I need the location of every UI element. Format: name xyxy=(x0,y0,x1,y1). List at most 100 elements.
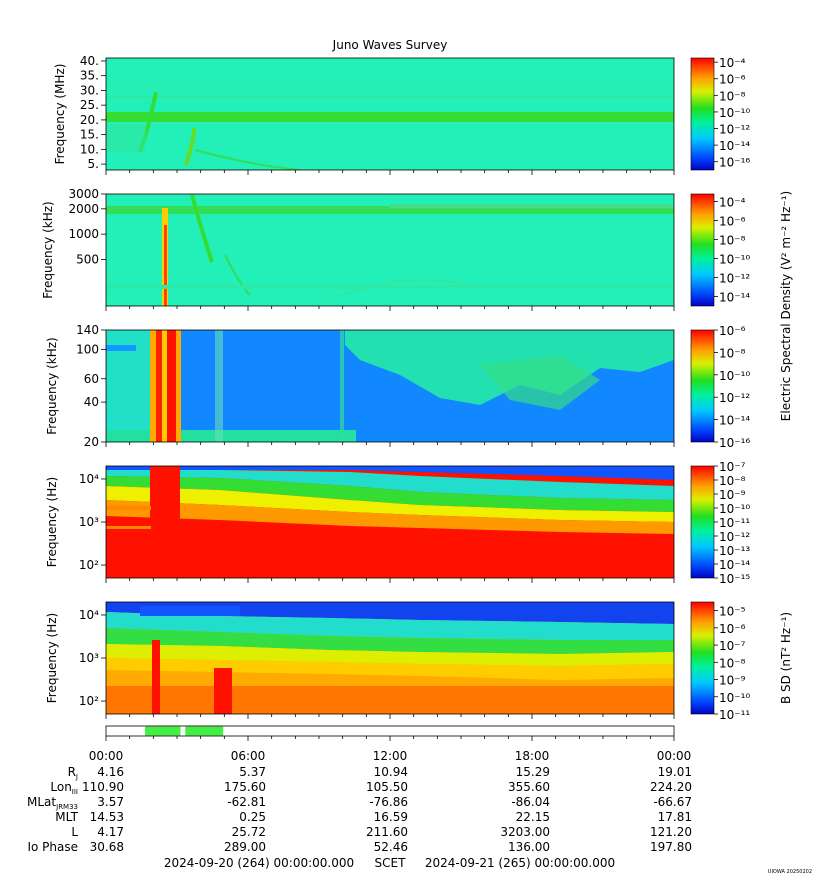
ephemeris-value: -66.67 xyxy=(653,795,692,809)
ytick-label: 35. xyxy=(80,69,99,83)
ephemeris-row-label: LonIII xyxy=(50,780,78,796)
ytick-label: 5. xyxy=(88,157,99,171)
xtick-label: 18:00 xyxy=(515,749,550,763)
ephemeris-value: 3.57 xyxy=(97,795,124,809)
ytick-label: 15. xyxy=(80,128,99,142)
colorbar-tick-label: 10⁻¹¹ xyxy=(719,516,750,530)
colorbar-tick-label: 10⁻¹⁰ xyxy=(719,106,750,120)
ephemeris-row-label: Io Phase xyxy=(27,840,78,854)
panel-5-spectrogram xyxy=(106,602,674,714)
ephemeris-value: 110.90 xyxy=(82,780,124,794)
panel-5-colorbar xyxy=(690,601,715,715)
timeline-bar xyxy=(105,725,675,741)
ytick-label: 10. xyxy=(80,142,99,156)
ephemeris-value: 22.15 xyxy=(516,810,550,824)
ephemeris-row-label: MLatJRM33 xyxy=(27,795,78,811)
ytick-label: 40 xyxy=(84,395,99,409)
colorbar-tick-label: 10⁻¹⁰ xyxy=(719,502,750,516)
xtick-label: 12:00 xyxy=(373,749,408,763)
colorbar-tick-label: 10⁻¹² xyxy=(719,530,750,544)
colorbar-tick-label: 10⁻⁸ xyxy=(719,656,746,670)
ephemeris-value: 224.20 xyxy=(650,780,692,794)
panel-5-yticks: 10⁴ 10³ 10² xyxy=(79,608,675,719)
ephemeris-value: 16.59 xyxy=(374,810,408,824)
ytick-label: 10² xyxy=(79,694,99,708)
ephemeris-value: 4.16 xyxy=(97,765,124,779)
panel-1-colorbar-ticks: 10⁻⁴ 10⁻⁶ 10⁻⁸ 10⁻¹⁰ 10⁻¹² 10⁻¹⁴ 10⁻¹⁶ xyxy=(714,56,750,170)
colorbar-tick-label: 10⁻¹² xyxy=(719,391,750,405)
colorbar-tick-label: 10⁻⁷ xyxy=(719,460,746,474)
ephemeris-value: 355.60 xyxy=(508,780,550,794)
panel-2-colorbar-ticks: 10⁻⁴ 10⁻⁶ 10⁻⁸ 10⁻¹⁰ 10⁻¹² 10⁻¹⁴ xyxy=(714,196,750,305)
colorbar-tick-label: 10⁻⁴ xyxy=(719,196,746,210)
ytick-label: 1000 xyxy=(68,227,99,241)
ephemeris-value: 4.17 xyxy=(97,825,124,839)
ytick-label: 100 xyxy=(76,342,99,356)
colorbar-tick-label: 10⁻¹⁴ xyxy=(719,291,750,305)
ephemeris-value: 25.72 xyxy=(232,825,266,839)
ephemeris-value: 175.60 xyxy=(224,780,266,794)
panel-2-colorbar xyxy=(690,193,715,307)
shared-colorbar-label: Electric Spectral Density (V² m⁻² Hz⁻¹) xyxy=(779,191,793,421)
colorbar-tick-label: 10⁻¹⁴ xyxy=(719,414,750,428)
colorbar-tick-label: 10⁻⁵ xyxy=(719,605,746,619)
ephemeris-value: 14.53 xyxy=(90,810,124,824)
colorbar-tick-label: 10⁻¹² xyxy=(719,123,750,137)
colorbar-tick-label: 10⁻¹⁴ xyxy=(719,139,750,153)
colorbar-tick-label: 10⁻¹⁶ xyxy=(719,156,750,170)
colorbar-tick-label: 10⁻¹⁵ xyxy=(719,572,750,586)
ytick-label: 500 xyxy=(76,252,99,266)
timeline-segments xyxy=(105,726,675,741)
ephemeris-value: 211.60 xyxy=(366,825,408,839)
colorbar-tick-label: 10⁻⁹ xyxy=(719,674,746,688)
colorbar-tick-label: 10⁻⁶ xyxy=(719,73,746,87)
colorbar-tick-label: 10⁻¹⁰ xyxy=(719,691,750,705)
panel-3-yticks: 140 100 60 40 20 xyxy=(76,323,675,449)
panel-1-ylabel: Frequency (MHz) xyxy=(53,64,67,165)
timeline-segment xyxy=(185,726,224,736)
colorbar-tick-label: 10⁻⁶ xyxy=(719,622,746,636)
panel-5-colorbar-ticks: 10⁻⁵ 10⁻⁶ 10⁻⁷ 10⁻⁸ 10⁻⁹ 10⁻¹⁰ 10⁻¹¹ xyxy=(714,605,750,722)
panel-3-ylabel: Frequency (kHz) xyxy=(45,337,59,434)
panel-4-yticks: 10⁴ 10³ 10² xyxy=(79,472,675,583)
ephemeris-value: 105.50 xyxy=(366,780,408,794)
ytick-label: 20. xyxy=(80,113,99,127)
scet-label: SCET xyxy=(375,856,407,870)
ephemeris-value: -62.81 xyxy=(227,795,266,809)
colorbar-tick-label: 10⁻⁶ xyxy=(719,324,746,338)
ytick-label: 10⁴ xyxy=(79,472,99,486)
ytick-label: 10⁴ xyxy=(79,608,99,622)
panel-3-colorbar-ticks: 10⁻⁶ 10⁻⁸ 10⁻¹⁰ 10⁻¹² 10⁻¹⁴ 10⁻¹⁶ xyxy=(714,324,750,450)
colorbar-tick-label: 10⁻¹⁰ xyxy=(719,369,750,383)
ytick-label: 140 xyxy=(76,323,99,337)
colorbar-tick-label: 10⁻¹¹ xyxy=(719,708,750,722)
timeline-segment xyxy=(145,726,181,736)
xtick-label: 06:00 xyxy=(231,749,266,763)
ytick-label: 2000 xyxy=(68,202,99,216)
colorbar-tick-label: 10⁻⁸ xyxy=(719,234,746,248)
ephemeris-row-label: L xyxy=(71,825,78,839)
watermark: UIOWA 20250202 xyxy=(768,869,812,875)
ephemeris-value: 5.37 xyxy=(239,765,266,779)
ytick-label: 30. xyxy=(80,83,99,97)
ytick-label: 60 xyxy=(84,372,99,386)
colorbar-tick-label: 10⁻¹⁴ xyxy=(719,558,750,572)
x-axis-ticks: 00:00 06:00 12:00 18:00 00:00 xyxy=(89,749,692,763)
colorbar-tick-label: 10⁻⁷ xyxy=(719,639,746,653)
colorbar-tick-label: 10⁻⁸ xyxy=(719,474,746,488)
xtick-label: 00:00 xyxy=(89,749,124,763)
chart-title: Juno Waves Survey xyxy=(332,38,448,52)
ephemeris-value: 10.94 xyxy=(374,765,408,779)
colorbar-tick-label: 10⁻⁴ xyxy=(719,56,746,70)
ytick-label: 40. xyxy=(80,54,99,68)
ephemeris-value: 121.20 xyxy=(650,825,692,839)
xtick-label: 00:00 xyxy=(657,749,692,763)
panel-3-colorbar xyxy=(690,329,715,443)
colorbar-tick-label: 10⁻¹³ xyxy=(719,544,750,558)
colorbar-tick-label: 10⁻⁹ xyxy=(719,488,746,502)
panel-1-colorbar xyxy=(690,57,715,171)
